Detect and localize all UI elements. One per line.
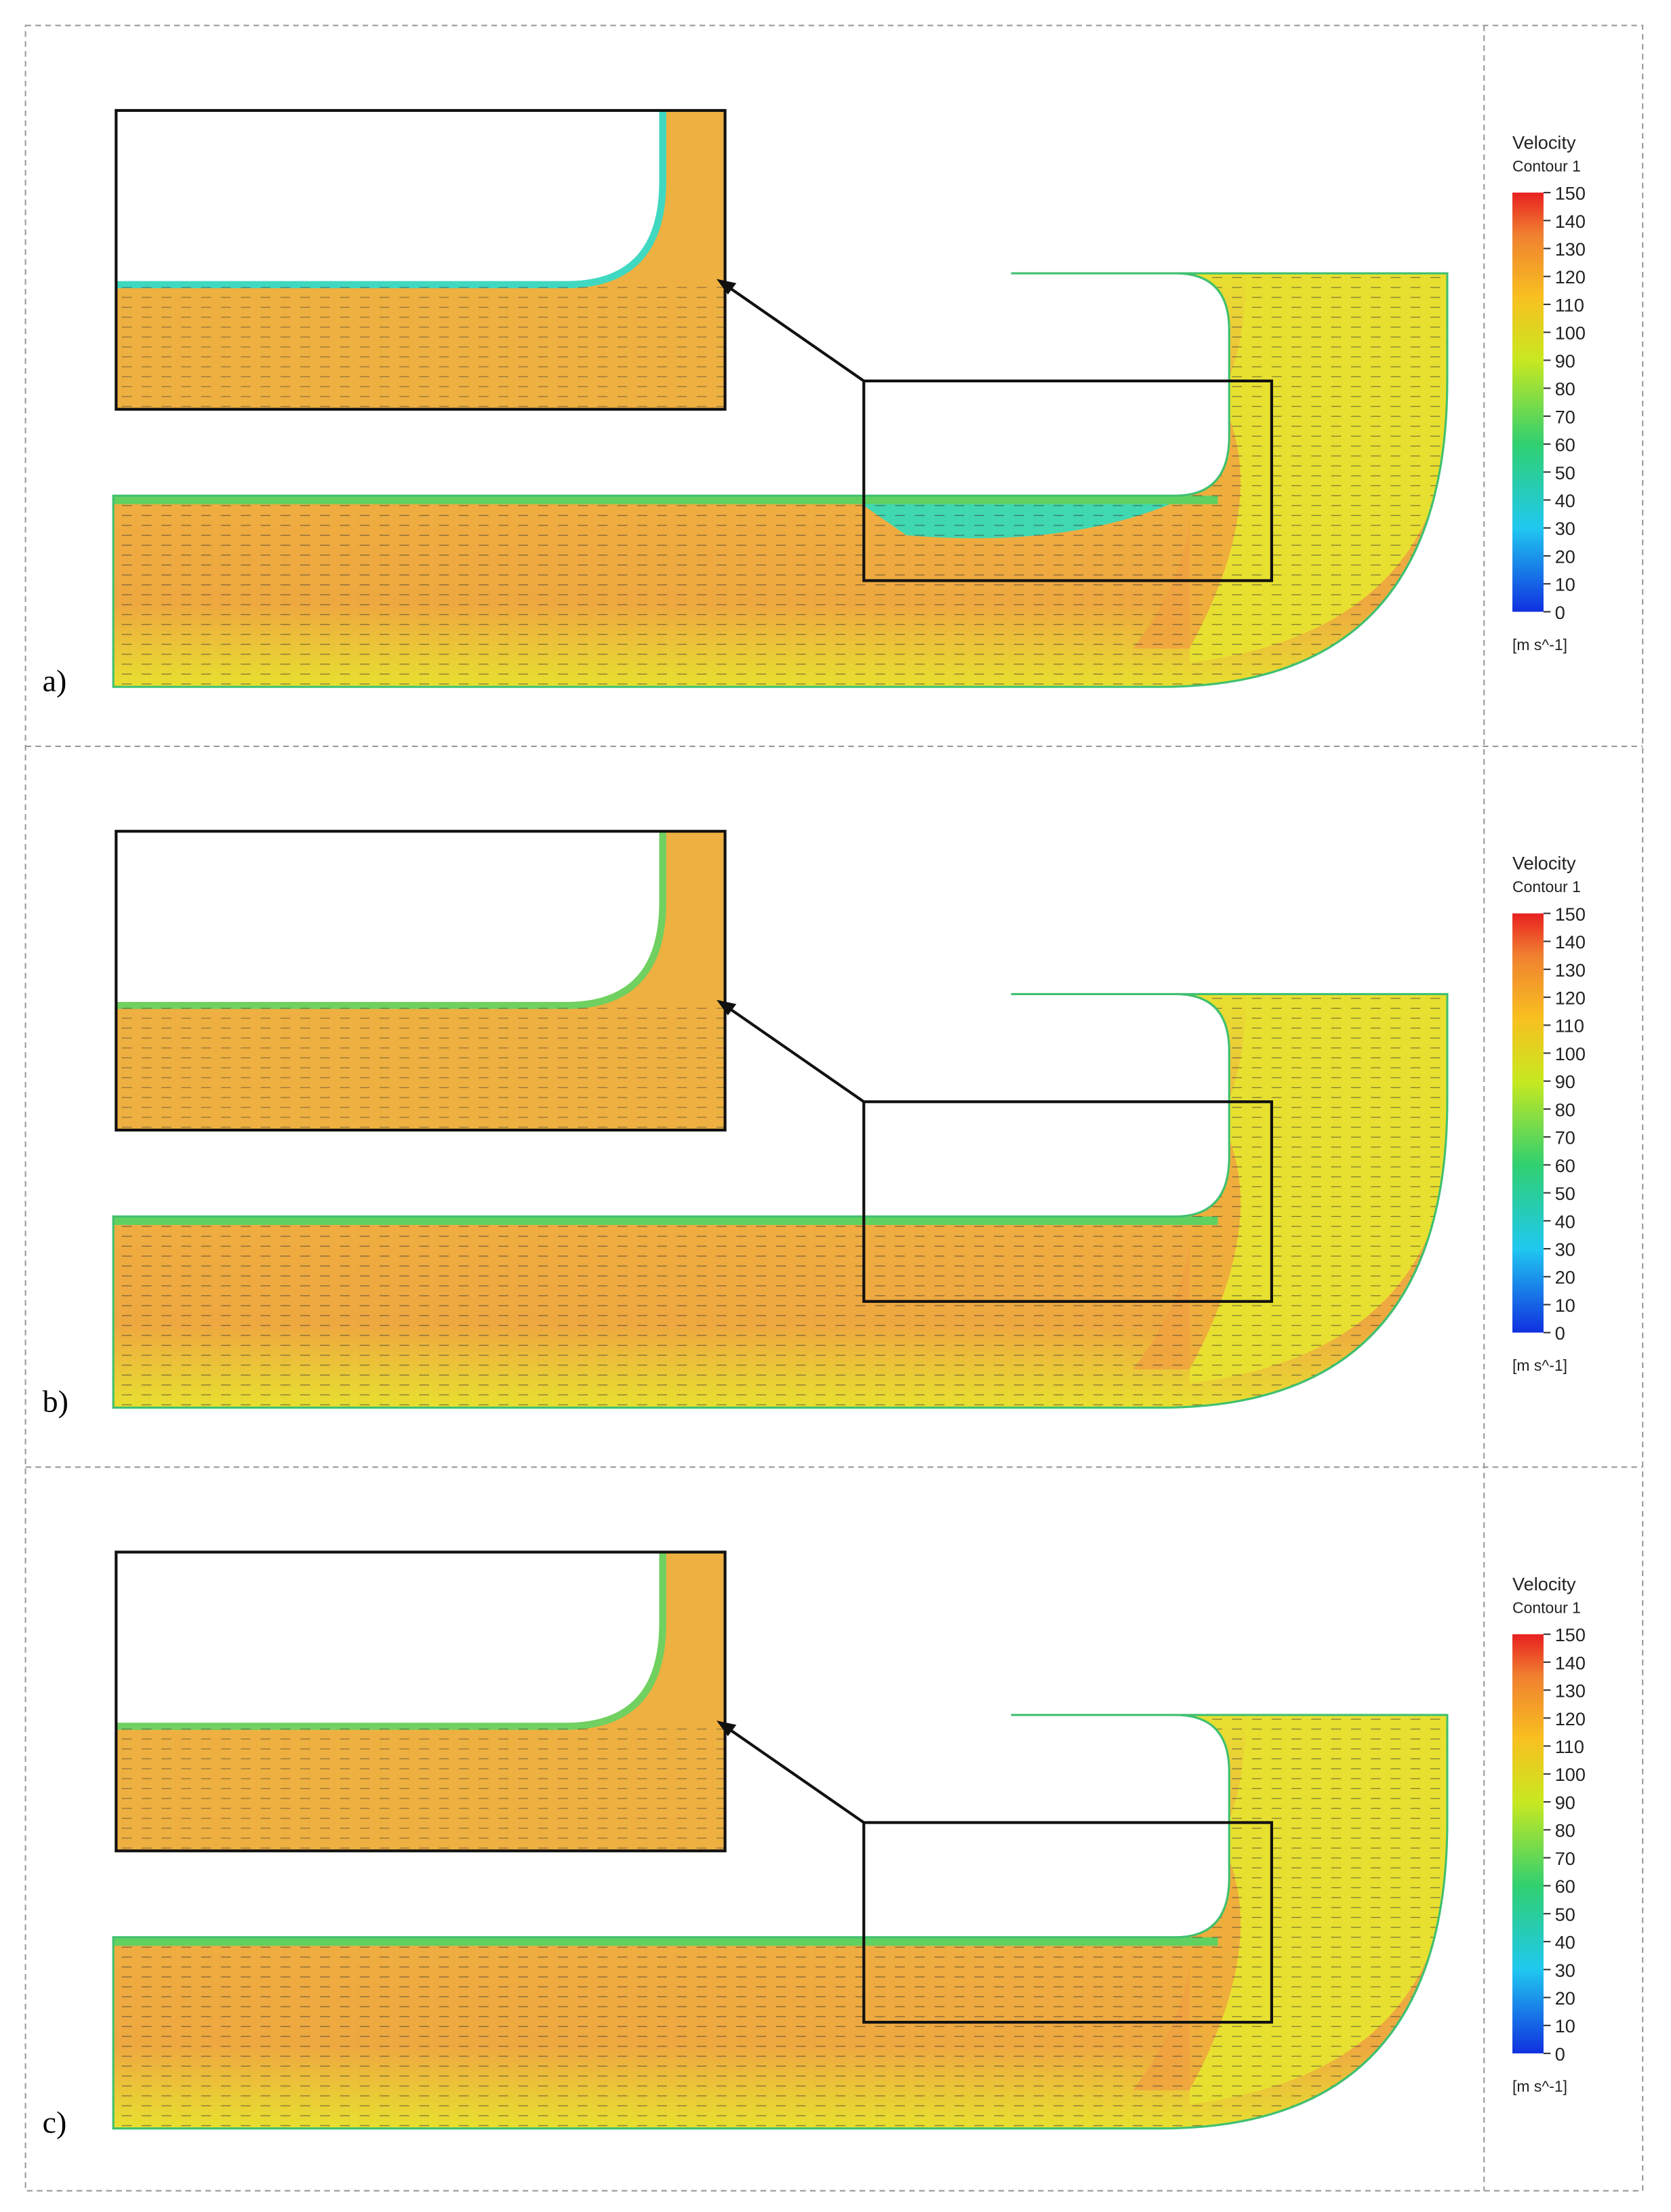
colorbar-tick-label: 150: [1555, 904, 1586, 925]
colorbar-tick-label: 20: [1555, 1267, 1575, 1288]
colorbar-tick-label: 30: [1555, 1239, 1575, 1260]
legend-title: Velocity: [1512, 132, 1576, 153]
colorbar-tick-label: 50: [1555, 1904, 1575, 1925]
legend-subtitle: Contour 1: [1512, 1598, 1581, 1616]
zoom-box: [862, 379, 1273, 582]
colorbar-tick-label: 10: [1555, 2015, 1575, 2036]
panel-label: b): [43, 1384, 68, 1419]
colorbar-tick-label: 100: [1555, 1043, 1586, 1064]
edge: [1011, 994, 1182, 1003]
colorbar-tick-label: 20: [1555, 1988, 1575, 2009]
colorbar-tick-label: 140: [1555, 211, 1586, 232]
colorbar-tick-label: 100: [1555, 323, 1586, 344]
colorbar-tick-label: 110: [1555, 1015, 1584, 1037]
colorbar-tick-label: 30: [1555, 518, 1575, 539]
colorbar-tick-label: 150: [1555, 183, 1586, 204]
arrow: [724, 1725, 865, 1824]
colorbar-tick-label: 10: [1555, 1295, 1575, 1316]
wall: [112, 992, 1449, 1409]
arrow-head: [717, 999, 737, 1015]
colorbar: [1512, 913, 1544, 1333]
colorbar-tick-label: 50: [1555, 462, 1575, 483]
wall: [112, 272, 1449, 688]
colorbar-tick-label: 130: [1555, 239, 1586, 260]
colorbar-tick-label: 90: [1555, 1071, 1575, 1092]
colorbar-tick-label: 80: [1555, 1099, 1575, 1120]
colorbar-tick-label: 80: [1555, 1820, 1575, 1841]
colorbar-tick-label: 90: [1555, 350, 1575, 371]
arrow-head: [717, 279, 737, 295]
arrow: [724, 1004, 865, 1103]
legend-unit: [m s^-1]: [1512, 1356, 1567, 1374]
legend-unit: [m s^-1]: [1512, 2077, 1567, 2095]
colorbar-tick-label: 90: [1555, 1792, 1575, 1813]
arrow: [724, 283, 865, 382]
legend-title: Velocity: [1512, 1573, 1576, 1594]
colorbar-tick-label: 40: [1555, 490, 1575, 511]
colorbar: [1512, 193, 1544, 612]
colorbar-tick-label: 80: [1555, 378, 1575, 399]
colorbar-tick-label: 70: [1555, 406, 1575, 427]
legend-subtitle: Contour 1: [1512, 878, 1581, 896]
legend-unit: [m s^-1]: [1512, 636, 1567, 653]
colorbar-tick-label: 0: [1555, 1323, 1565, 1344]
colorbar-tick-label: 120: [1555, 1708, 1586, 1729]
colorbar-tick-label: 110: [1555, 1736, 1584, 1757]
inset-frame: [115, 108, 727, 411]
arrow-head: [717, 1721, 737, 1737]
colorbar-tick-label: 130: [1555, 959, 1586, 980]
colorbar: [1512, 1634, 1544, 2054]
inset-edge: [116, 1552, 666, 1730]
inset-frame: [115, 830, 727, 1132]
colorbar-tick-label: 60: [1555, 435, 1575, 456]
outer-border: [24, 24, 1644, 2192]
edge: [1011, 1714, 1182, 1724]
colorbar-tick-label: 60: [1555, 1876, 1575, 1897]
colorbar-tick-label: 60: [1555, 1155, 1575, 1176]
colorbar-tick-label: 120: [1555, 266, 1586, 287]
colorbar-tick-label: 40: [1555, 1211, 1575, 1232]
panel-label: c): [43, 2105, 67, 2139]
inset-frame: [115, 1550, 727, 1853]
wall: [112, 1714, 1449, 2130]
inset-vectors: [116, 284, 725, 409]
colorbar-tick-label: 130: [1555, 1681, 1586, 1702]
colorbar-tick-label: 30: [1555, 1960, 1575, 1981]
edge: [1011, 273, 1182, 282]
colorbar-tick-label: 50: [1555, 1183, 1575, 1204]
zoom-box: [862, 1100, 1273, 1303]
colorbar-tick-label: 20: [1555, 546, 1575, 567]
colorbar-tick-label: 100: [1555, 1764, 1586, 1785]
inset-edge: [116, 110, 666, 289]
colorbar-tick-label: 120: [1555, 988, 1586, 1009]
colorbar-tick-label: 70: [1555, 1127, 1575, 1148]
inset-edge: [116, 831, 666, 1009]
colorbar-tick-label: 110: [1555, 294, 1584, 315]
colorbar-tick-label: 150: [1555, 1624, 1586, 1645]
zoom-box: [862, 1821, 1273, 2024]
colorbar-tick-label: 40: [1555, 1932, 1575, 1953]
inset-vectors: [116, 1005, 725, 1131]
colorbar-tick-label: 0: [1555, 602, 1565, 623]
colorbar-tick-label: 140: [1555, 1652, 1586, 1673]
legend-subtitle: Contour 1: [1512, 157, 1581, 175]
colorbar-tick-label: 70: [1555, 1848, 1575, 1869]
colorbar-tick-label: 0: [1555, 2043, 1565, 2064]
panel-label: a): [43, 663, 67, 698]
legend-title: Velocity: [1512, 853, 1576, 874]
inset-vectors: [116, 1726, 725, 1851]
colorbar-tick-label: 10: [1555, 574, 1575, 595]
colorbar-tick-label: 140: [1555, 931, 1586, 952]
